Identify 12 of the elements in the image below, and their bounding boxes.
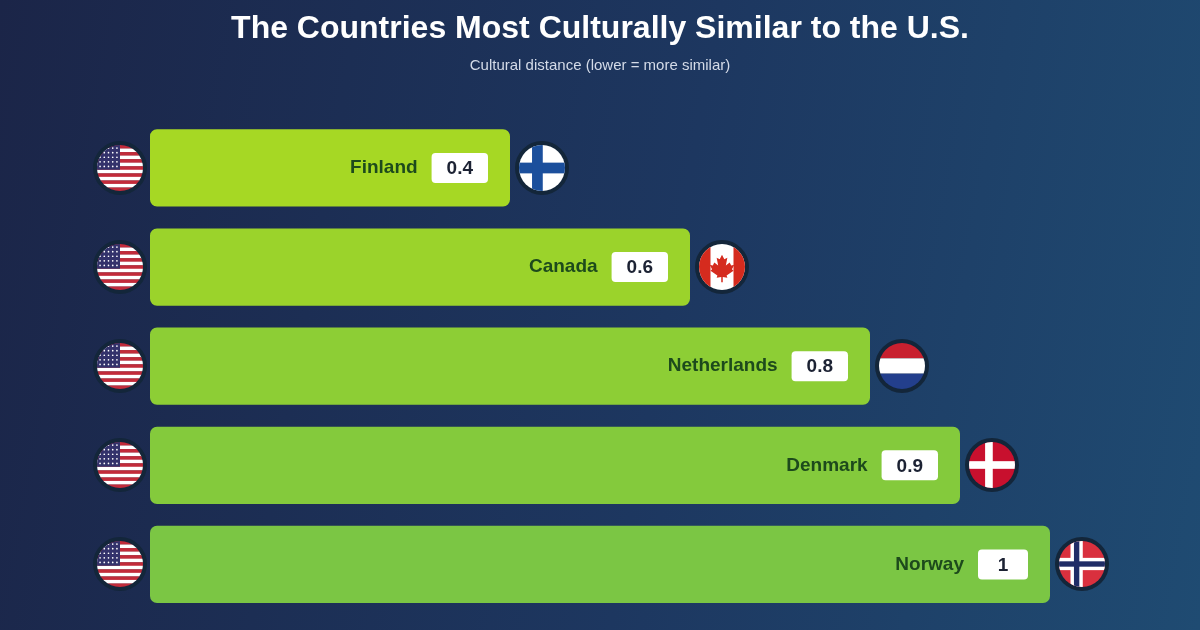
y-tick-label: Netherlands bbox=[667, 354, 778, 376]
chart-subtitle: Cultural distance (lower = more similar) bbox=[469, 55, 731, 73]
y-tick-label: Norway bbox=[895, 552, 965, 574]
data-label: 0.9 bbox=[896, 454, 923, 476]
y-tick-label: Denmark bbox=[786, 453, 869, 475]
y-tick-label: Finland bbox=[350, 156, 418, 178]
data-label: 0.8 bbox=[806, 355, 833, 377]
y-tick-label: Canada bbox=[528, 255, 599, 277]
data-label: 0.6 bbox=[626, 256, 653, 278]
data-label: 0.4 bbox=[446, 157, 474, 179]
data-label: 1 bbox=[997, 553, 1009, 575]
chart-title: The Countries Most Culturally Similar to the U.S. bbox=[231, 9, 969, 46]
